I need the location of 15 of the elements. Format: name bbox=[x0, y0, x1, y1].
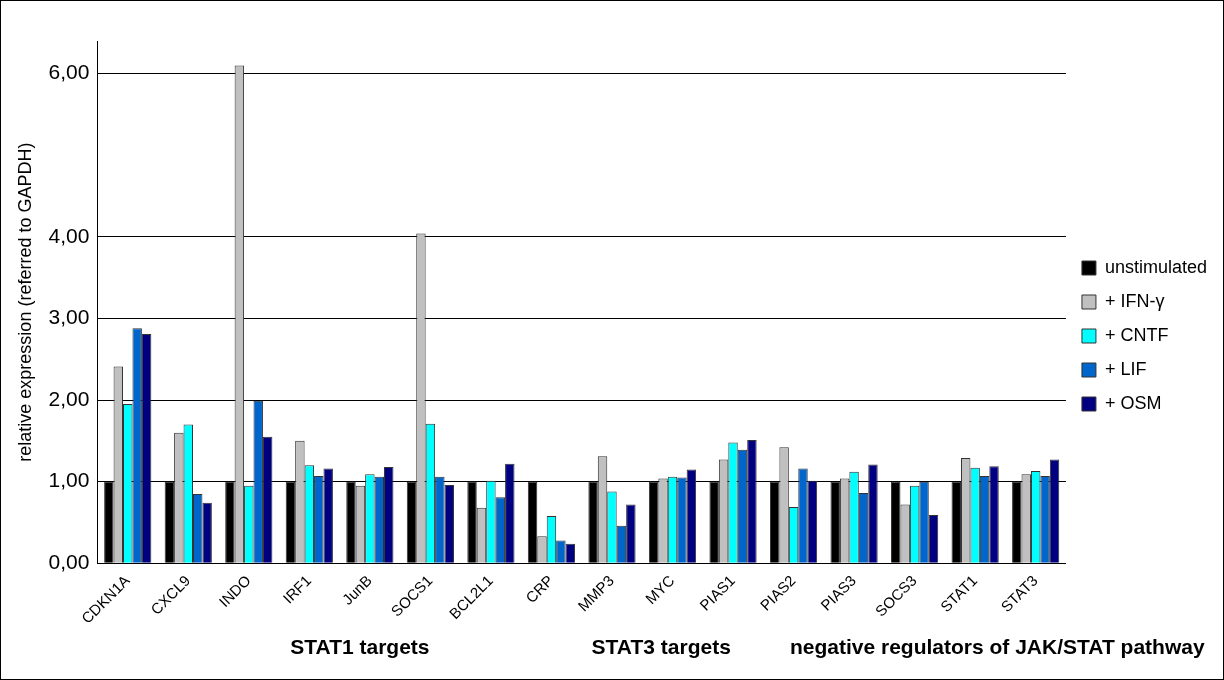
text: STAT1 targets bbox=[289, 634, 431, 659]
legend-label: + IFN-γ bbox=[1104, 290, 1165, 311]
y-axis-title: relative expression (referred to GAPDH) bbox=[14, 142, 35, 462]
text: STAT3 targets bbox=[590, 634, 732, 659]
legend-label: unstimulated bbox=[1104, 256, 1207, 277]
legend-label: + LIF bbox=[1104, 358, 1147, 379]
y-tick-label: 6,00 bbox=[48, 60, 90, 84]
y-tick-label: 1,00 bbox=[48, 468, 90, 492]
y-tick-label: 0,00 bbox=[48, 550, 90, 574]
legend-label: + CNTF bbox=[1104, 324, 1169, 345]
legend-label: + OSM bbox=[1104, 392, 1162, 413]
y-tick-label: 4,00 bbox=[48, 223, 90, 247]
y-tick-label: 2,00 bbox=[48, 386, 90, 410]
text: negative regulators of JAK/STAT pathway bbox=[788, 634, 1206, 659]
y-tick-label: 3,00 bbox=[48, 305, 90, 329]
